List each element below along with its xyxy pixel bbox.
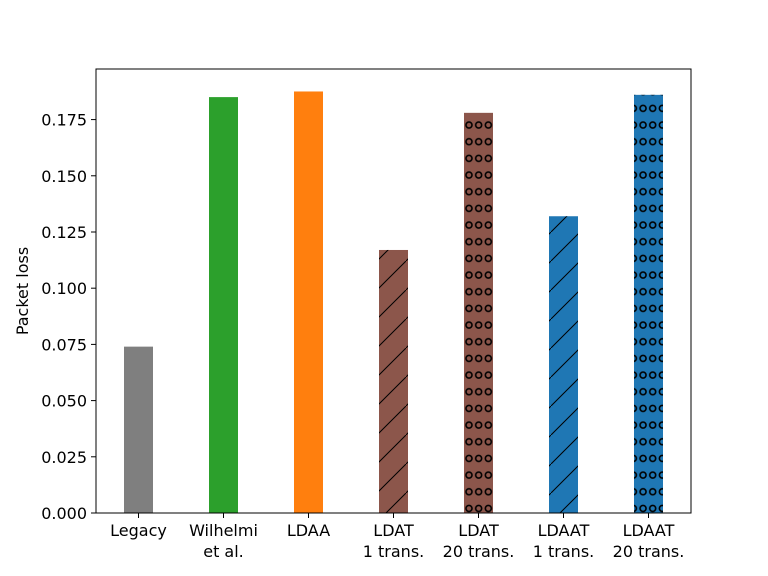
y-tick-label-4: 0.100	[41, 279, 87, 298]
x-axis: Legacy Wilhelmi et al. LDAA LDAT 1 trans. LDAT…	[110, 513, 684, 561]
y-axis: 0.000 0.025 0.050 0.075 0.100 0.125 0.150 0.175	[41, 111, 96, 523]
bar-hatch-6	[634, 94, 663, 514]
bars-group	[124, 91, 663, 514]
y-axis-label: Packet loss	[13, 247, 32, 335]
bar-2	[294, 91, 323, 513]
x-tick-label-2: LDAA	[287, 521, 330, 540]
x-tick-label-3: LDAT 1 trans.	[363, 521, 424, 561]
y-tick-label-1: 0.025	[41, 448, 87, 467]
bar-hatch-5	[549, 216, 578, 514]
x-tick-label-5: LDAAT 1 trans.	[533, 521, 594, 561]
y-tick-label-6: 0.150	[41, 167, 87, 186]
y-tick-label-5: 0.125	[41, 223, 87, 242]
x-tick-label-4: LDAT 20 trans.	[443, 521, 515, 561]
y-tick-label-3: 0.075	[41, 335, 87, 354]
bar-hatch-3	[379, 249, 408, 513]
y-tick-label-2: 0.050	[41, 392, 87, 411]
bar-1	[209, 97, 238, 514]
x-tick-label-1: Wilhelmi et al.	[189, 521, 258, 561]
y-tick-label-0: 0.000	[41, 504, 87, 523]
plot-frame	[95, 68, 692, 514]
bar-0	[124, 346, 153, 513]
y-tick-label-7: 0.175	[41, 111, 87, 130]
bar-hatch-4	[464, 112, 493, 513]
x-tick-label-0: Legacy	[110, 521, 167, 540]
x-tick-label-6: LDAAT 20 trans.	[613, 521, 685, 561]
